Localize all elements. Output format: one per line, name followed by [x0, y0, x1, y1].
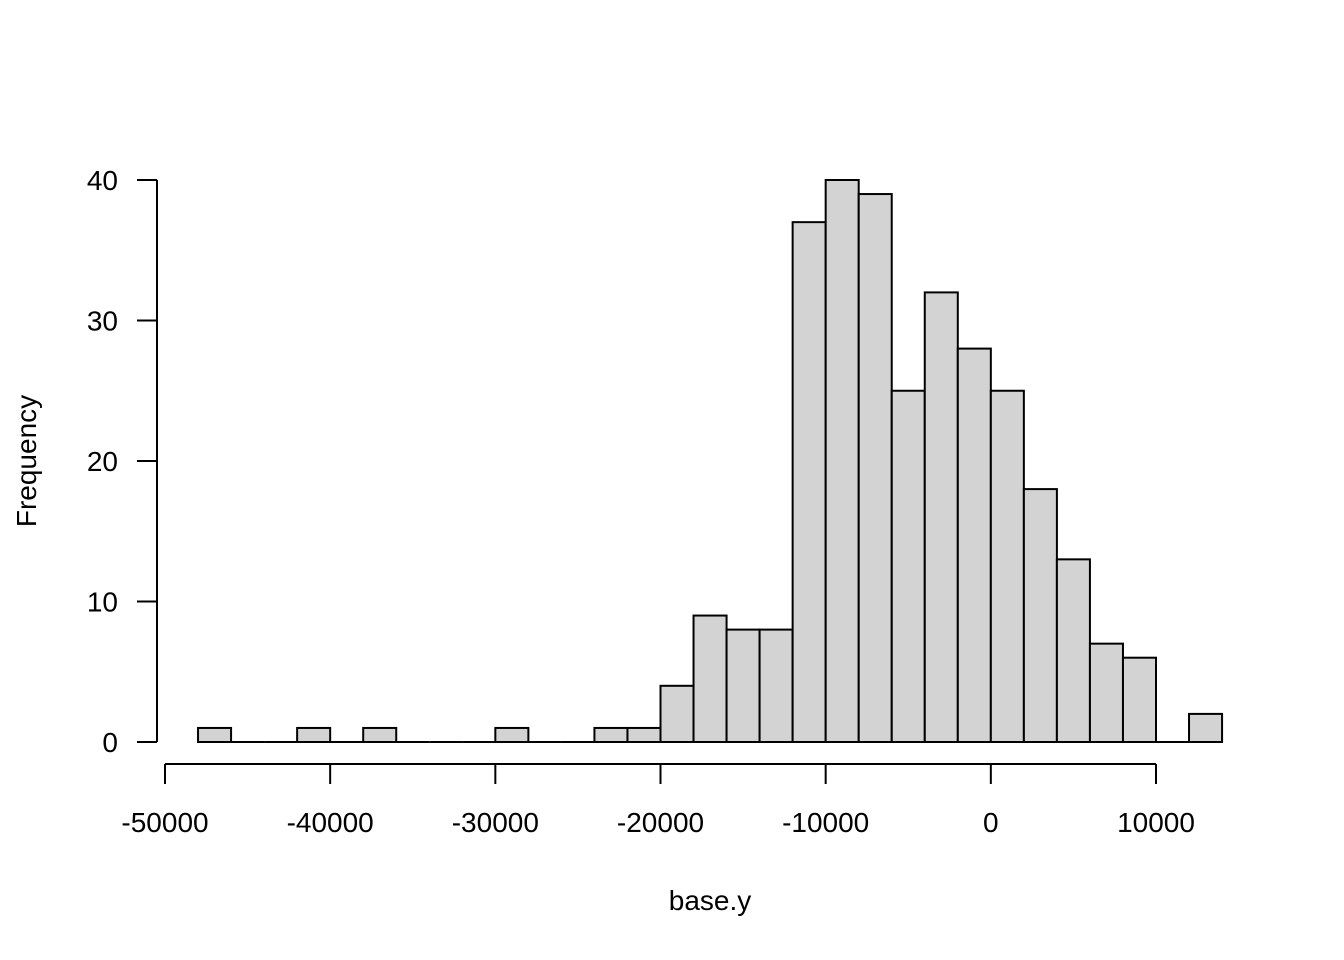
y-tick-label: 20	[87, 446, 118, 477]
histogram-bar	[1022, 488, 1058, 743]
histogram-bar	[857, 193, 893, 744]
histogram-bar	[890, 389, 926, 743]
x-tick-label: -40000	[287, 807, 374, 838]
x-tick-label: -50000	[121, 807, 208, 838]
histogram-bar	[791, 221, 827, 743]
histogram-bar	[758, 628, 794, 743]
x-tick-label: -10000	[782, 807, 869, 838]
histogram-bar	[692, 614, 728, 743]
histogram-bar	[923, 291, 959, 743]
x-tick-label: 10000	[1117, 807, 1195, 838]
x-tick-label: -20000	[617, 807, 704, 838]
histogram-bar	[197, 726, 233, 744]
y-tick-label: 0	[102, 727, 118, 758]
y-axis: 0 10 20 30 40	[87, 165, 158, 758]
histogram-bar	[989, 389, 1025, 743]
x-axis-title: base.y	[669, 885, 752, 916]
x-axis: -50000 -40000 -30000 -20000 -10000 0 10000	[121, 763, 1195, 838]
y-tick-label: 10	[87, 587, 118, 618]
histogram-bar	[626, 726, 662, 744]
histogram-bar	[1088, 642, 1124, 744]
x-tick-label: 0	[983, 807, 999, 838]
histogram-bar	[659, 684, 695, 743]
x-tick-label: -30000	[452, 807, 539, 838]
histogram-bar	[494, 726, 530, 744]
bars-group	[197, 179, 1224, 744]
y-axis-title: Frequency	[11, 395, 42, 527]
histogram-bar	[1121, 656, 1158, 744]
histogram-bar	[725, 628, 761, 743]
histogram-bar	[956, 347, 992, 743]
histogram-bar	[362, 726, 398, 744]
y-tick-label: 30	[87, 306, 118, 337]
histogram-bar	[824, 179, 860, 743]
histogram-bar	[1188, 712, 1224, 744]
y-tick-label: 40	[87, 165, 118, 196]
histogram-bar	[296, 726, 332, 744]
histogram-bar	[1055, 558, 1091, 743]
histogram-bar	[593, 726, 629, 744]
